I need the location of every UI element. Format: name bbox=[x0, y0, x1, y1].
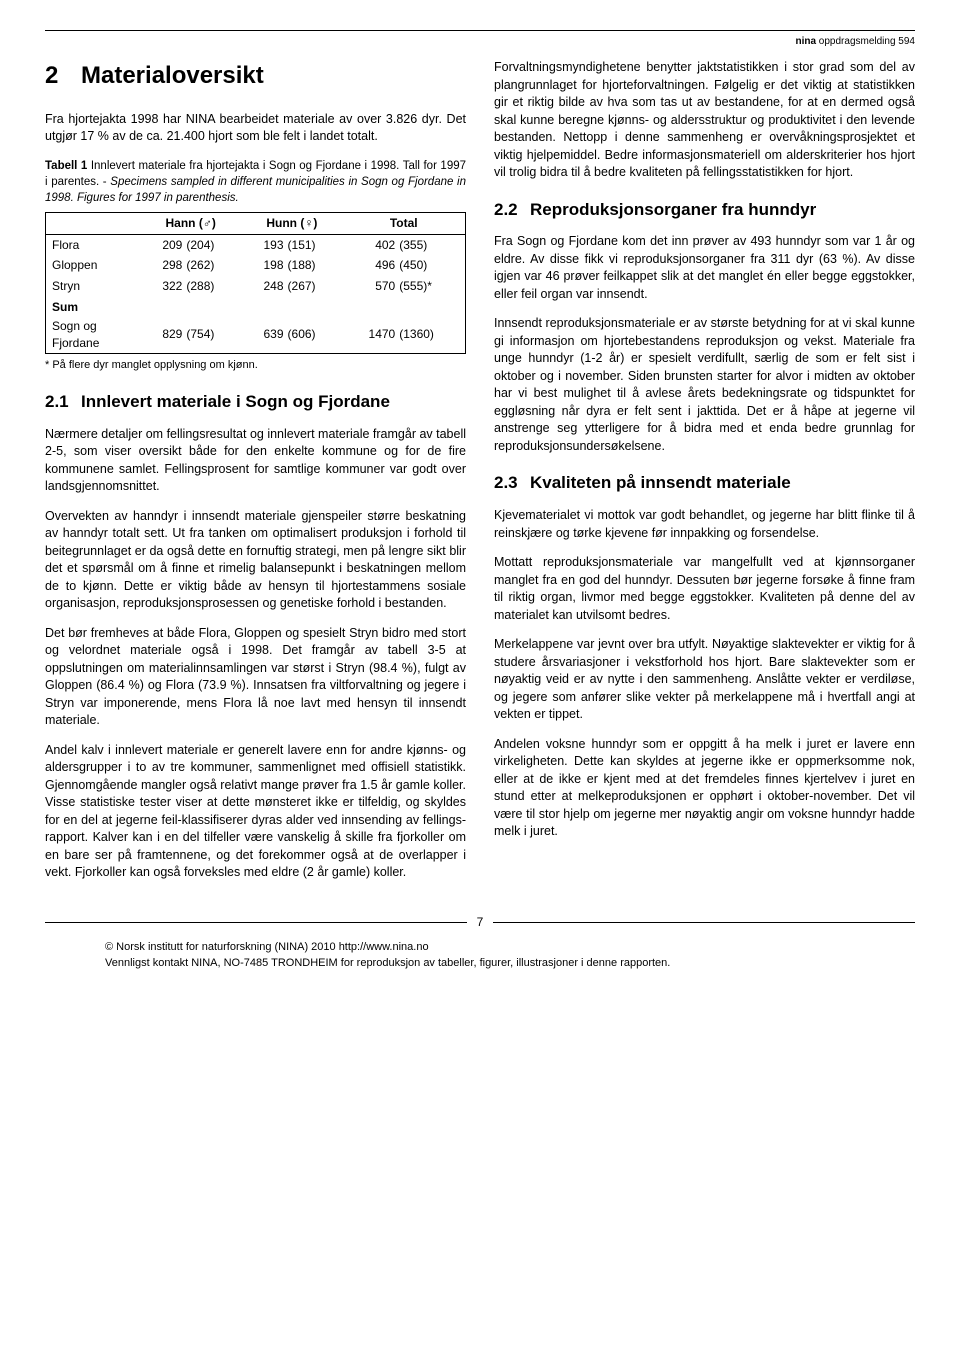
cell: (151) bbox=[286, 234, 343, 255]
cell: 198 bbox=[241, 255, 285, 276]
th-blank bbox=[46, 212, 141, 234]
two-column-layout: 2Materialoversikt Fra hjortejakta 1998 h… bbox=[45, 59, 915, 894]
chapter-number: 2 bbox=[45, 59, 81, 93]
row-label: Stryn bbox=[46, 276, 141, 297]
cell: 248 bbox=[241, 276, 285, 297]
cell: (355) bbox=[397, 234, 465, 255]
table-footnote: * På flere dyr manglet opplysning om kjø… bbox=[45, 358, 466, 373]
body-paragraph: Innsendt reproduksjonsmateriale er av st… bbox=[494, 315, 915, 455]
data-table: Hann (♂) Hunn (♀) Total Flora 209 (204) … bbox=[45, 212, 466, 355]
table-header-row: Hann (♂) Hunn (♀) Total bbox=[46, 212, 466, 234]
body-paragraph: Fra Sogn og Fjordane kom det inn prøver … bbox=[494, 233, 915, 303]
footer-line-1: © Norsk institutt for naturforskning (NI… bbox=[105, 940, 915, 955]
section-number: 2.1 bbox=[45, 390, 81, 414]
body-paragraph: Nærmere detaljer om fellingsresultat og … bbox=[45, 426, 466, 496]
body-paragraph: Andel kalv i innlevert materiale er gene… bbox=[45, 742, 466, 882]
header-rest: oppdragsmelding 594 bbox=[816, 36, 915, 47]
cell: 402 bbox=[342, 234, 397, 255]
cell: (262) bbox=[184, 255, 241, 276]
page-number: 7 bbox=[477, 914, 484, 931]
header-bold: nina bbox=[795, 36, 816, 47]
right-column: Forvaltningsmyndighetene benytter jaktst… bbox=[494, 59, 915, 894]
section-title: Reproduksjonsorganer fra hunndyr bbox=[530, 198, 915, 222]
cell: (754) bbox=[184, 316, 241, 354]
cell: (288) bbox=[184, 276, 241, 297]
cell: (606) bbox=[286, 316, 343, 354]
footer-line-2: Vennligst kontakt NINA, NO-7485 TRONDHEI… bbox=[105, 956, 915, 971]
table-row: Sogn ogFjordane 829 (754) 639 (606) 1470… bbox=[46, 316, 466, 354]
table-caption: Tabell 1 Innlevert materiale fra hjortej… bbox=[45, 158, 466, 206]
left-column: 2Materialoversikt Fra hjortejakta 1998 h… bbox=[45, 59, 466, 894]
body-paragraph: Andelen voksne hunndyr som er oppgitt å … bbox=[494, 736, 915, 841]
body-paragraph: Merkelappene var jevnt over bra utfylt. … bbox=[494, 636, 915, 724]
body-paragraph: Forvaltningsmyndighetene benytter jaktst… bbox=[494, 59, 915, 182]
section-2-3-heading: 2.3 Kvaliteten på innsendt materiale bbox=[494, 471, 915, 495]
cell: 298 bbox=[140, 255, 184, 276]
body-paragraph: Det bør fremheves at både Flora, Gloppen… bbox=[45, 625, 466, 730]
intro-paragraph: Fra hjortejakta 1998 har NINA bearbeidet… bbox=[45, 111, 466, 146]
page-footer: 7 © Norsk institutt for naturforskning (… bbox=[45, 914, 915, 972]
chapter-title: Materialoversikt bbox=[81, 62, 264, 89]
cell: (204) bbox=[184, 234, 241, 255]
cell: 829 bbox=[140, 316, 184, 354]
table-row: Flora 209 (204) 193 (151) 402 (355) bbox=[46, 234, 466, 255]
cell: (267) bbox=[286, 276, 343, 297]
table-row: Gloppen 298 (262) 198 (188) 496 (450) bbox=[46, 255, 466, 276]
row-label: Sogn ogFjordane bbox=[46, 316, 141, 354]
th-female: Hunn (♀) bbox=[241, 212, 342, 234]
section-2-2-heading: 2.2 Reproduksjonsorganer fra hunndyr bbox=[494, 198, 915, 222]
row-label: Gloppen bbox=[46, 255, 141, 276]
row-label: Flora bbox=[46, 234, 141, 255]
table-row: Stryn 322 (288) 248 (267) 570 (555)* bbox=[46, 276, 466, 297]
cell: 1470 bbox=[342, 316, 397, 354]
cell: (1360) bbox=[397, 316, 465, 354]
section-title: Kvaliteten på innsendt materiale bbox=[530, 471, 915, 495]
cell: (450) bbox=[397, 255, 465, 276]
cell: 496 bbox=[342, 255, 397, 276]
footer-text: © Norsk institutt for naturforskning (NI… bbox=[45, 940, 915, 971]
section-number: 2.2 bbox=[494, 198, 530, 222]
cell: 322 bbox=[140, 276, 184, 297]
body-paragraph: Mottatt reproduksjonsmateriale var mange… bbox=[494, 554, 915, 624]
running-header: nina oppdragsmelding 594 bbox=[45, 35, 915, 49]
cell: 209 bbox=[140, 234, 184, 255]
footer-rule-line: 7 bbox=[45, 914, 915, 931]
th-male: Hann (♂) bbox=[140, 212, 241, 234]
th-total: Total bbox=[342, 212, 465, 234]
top-rule bbox=[45, 30, 915, 31]
section-2-1-heading: 2.1 Innlevert materiale i Sogn og Fjorda… bbox=[45, 390, 466, 414]
body-paragraph: Overvekten av hanndyr i innsendt materia… bbox=[45, 508, 466, 613]
cell: 193 bbox=[241, 234, 285, 255]
cell: (188) bbox=[286, 255, 343, 276]
table-sum-label: Sum bbox=[46, 297, 466, 316]
footer-rule-left bbox=[45, 922, 467, 923]
section-title: Innlevert materiale i Sogn og Fjordane bbox=[81, 390, 466, 414]
cell: 570 bbox=[342, 276, 397, 297]
chapter-heading: 2Materialoversikt bbox=[45, 59, 466, 93]
cell: 639 bbox=[241, 316, 285, 354]
body-paragraph: Kjevematerialet vi mottok var godt behan… bbox=[494, 507, 915, 542]
cell: (555)* bbox=[397, 276, 465, 297]
section-number: 2.3 bbox=[494, 471, 530, 495]
footer-rule-right bbox=[493, 922, 915, 923]
caption-bold: Tabell 1 bbox=[45, 160, 87, 172]
